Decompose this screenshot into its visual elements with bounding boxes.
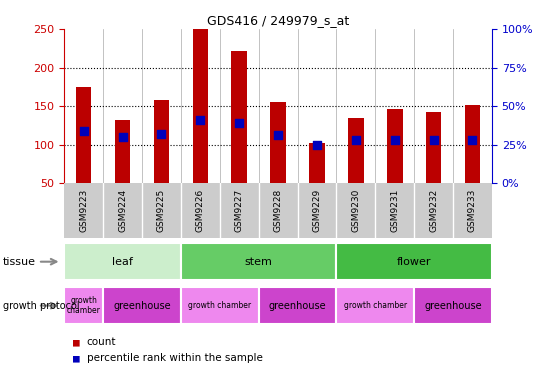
Bar: [414, 287, 492, 324]
Text: greenhouse: greenhouse: [269, 300, 326, 311]
Bar: [337, 287, 414, 324]
Point: [352, 137, 361, 143]
Bar: [387, 109, 402, 183]
Bar: [103, 287, 181, 324]
Point: [429, 137, 438, 143]
Text: flower: flower: [397, 257, 432, 267]
Bar: [64, 287, 103, 324]
Bar: [309, 143, 325, 183]
Text: GSM9232: GSM9232: [429, 188, 438, 232]
Text: ■: ■: [73, 353, 79, 363]
Bar: [154, 100, 169, 183]
Text: growth chamber: growth chamber: [188, 301, 252, 310]
Bar: [181, 287, 259, 324]
Text: growth protocol: growth protocol: [3, 300, 79, 311]
Point: [196, 117, 205, 123]
Text: GSM9231: GSM9231: [390, 188, 399, 232]
Point: [273, 132, 282, 138]
Bar: [259, 287, 337, 324]
Text: count: count: [87, 337, 116, 347]
Text: GSM9229: GSM9229: [312, 188, 321, 232]
Bar: [348, 119, 364, 183]
Point: [468, 137, 477, 143]
Point: [390, 137, 399, 143]
Bar: [115, 120, 130, 183]
Title: GDS416 / 249979_s_at: GDS416 / 249979_s_at: [207, 14, 349, 27]
Bar: [192, 8, 208, 183]
Text: tissue: tissue: [3, 257, 36, 267]
Text: GSM9230: GSM9230: [352, 188, 361, 232]
Text: ■: ■: [73, 337, 79, 347]
Text: leaf: leaf: [112, 257, 133, 267]
Bar: [64, 243, 181, 280]
Point: [118, 134, 127, 140]
Text: GSM9233: GSM9233: [468, 188, 477, 232]
Text: GSM9228: GSM9228: [273, 188, 283, 232]
Text: growth
chamber: growth chamber: [67, 296, 101, 315]
Text: stem: stem: [245, 257, 273, 267]
Point: [79, 128, 88, 134]
Text: GSM9225: GSM9225: [157, 188, 166, 232]
Text: GSM9224: GSM9224: [118, 188, 127, 232]
Bar: [76, 87, 92, 183]
Text: GSM9226: GSM9226: [196, 188, 205, 232]
Bar: [181, 243, 337, 280]
Bar: [465, 105, 480, 183]
Bar: [426, 112, 442, 183]
Text: percentile rank within the sample: percentile rank within the sample: [87, 353, 263, 363]
Bar: [271, 102, 286, 183]
Bar: [231, 51, 247, 183]
Text: greenhouse: greenhouse: [113, 300, 171, 311]
Text: growth chamber: growth chamber: [344, 301, 407, 310]
Text: greenhouse: greenhouse: [424, 300, 482, 311]
Point: [312, 142, 321, 147]
Bar: [337, 243, 492, 280]
Point: [157, 131, 166, 137]
Text: GSM9227: GSM9227: [235, 188, 244, 232]
Point: [235, 120, 244, 126]
Text: GSM9223: GSM9223: [79, 188, 88, 232]
